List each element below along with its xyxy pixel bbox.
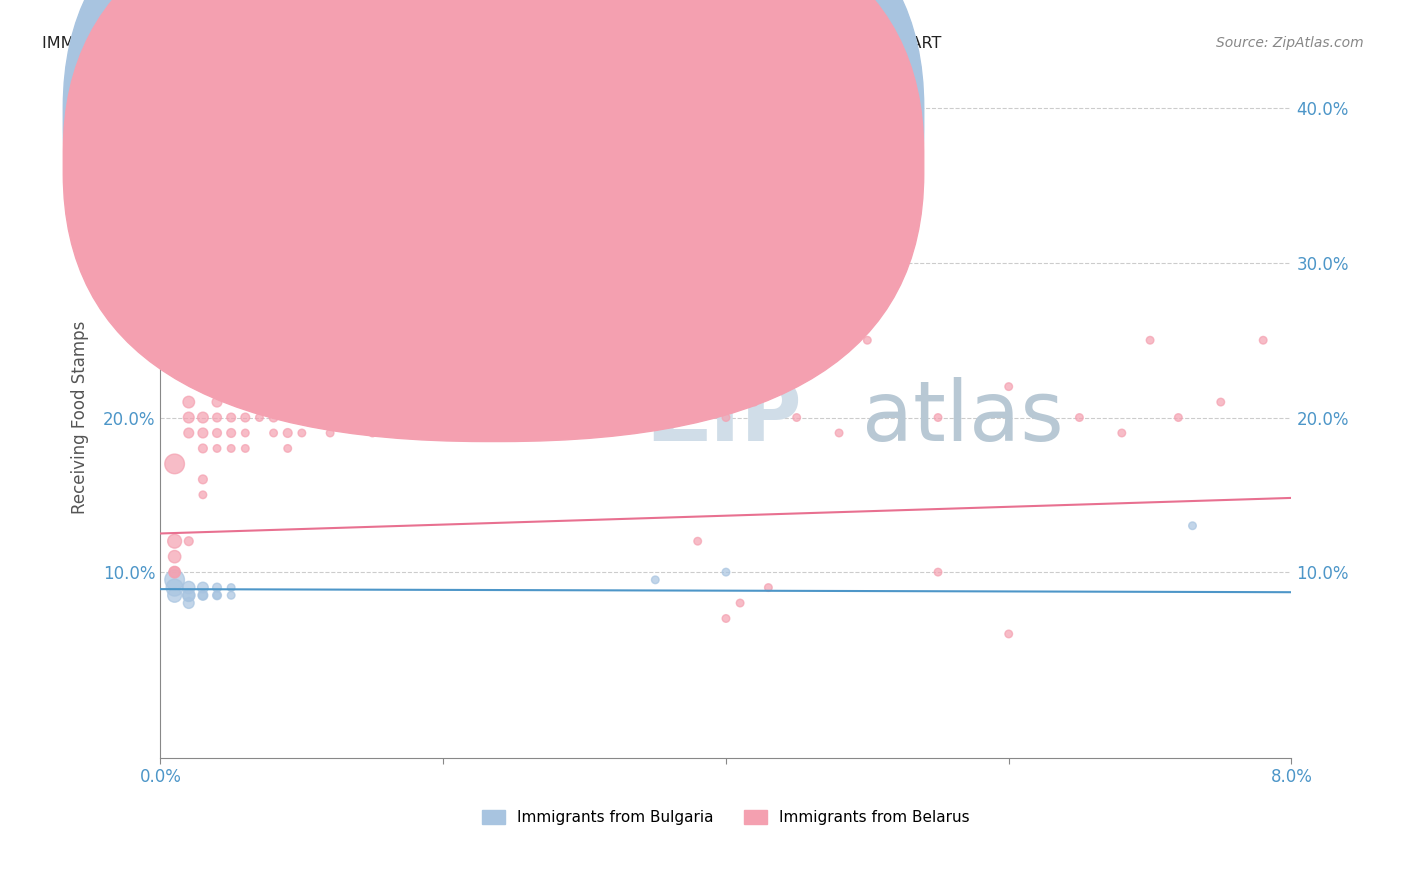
Point <box>1069 410 1091 425</box>
Point <box>1167 410 1189 425</box>
Point <box>1139 333 1161 347</box>
Text: Source: ZipAtlas.com: Source: ZipAtlas.com <box>1216 36 1364 50</box>
Point <box>163 565 186 579</box>
Point <box>828 425 851 440</box>
Point <box>219 425 242 440</box>
Point <box>233 442 256 456</box>
Point <box>233 410 256 425</box>
Point <box>503 395 526 409</box>
Point <box>219 581 242 595</box>
Point <box>319 425 342 440</box>
Point <box>177 588 200 602</box>
Point <box>219 442 242 456</box>
Point <box>219 410 242 425</box>
Point <box>177 534 200 549</box>
Point <box>163 534 186 549</box>
Point <box>191 425 214 440</box>
Text: N =: N = <box>633 153 676 168</box>
Point <box>361 425 384 440</box>
Point <box>347 410 370 425</box>
Point <box>997 627 1019 641</box>
Point <box>856 333 879 347</box>
Point <box>205 395 228 409</box>
Point <box>714 410 737 425</box>
Point <box>714 565 737 579</box>
Text: atlas: atlas <box>862 377 1063 458</box>
Point <box>728 596 751 610</box>
Point <box>404 410 426 425</box>
Point <box>686 349 709 363</box>
Point <box>742 395 765 409</box>
Point <box>205 442 228 456</box>
Legend: Immigrants from Bulgaria, Immigrants from Belarus: Immigrants from Bulgaria, Immigrants fro… <box>475 805 976 831</box>
Point <box>177 410 200 425</box>
Point <box>305 410 328 425</box>
Point <box>163 588 186 602</box>
Point <box>249 395 271 409</box>
Point <box>163 457 186 471</box>
Point <box>927 565 949 579</box>
Point <box>644 573 666 587</box>
Point <box>191 588 214 602</box>
Point <box>263 410 285 425</box>
Y-axis label: Receiving Food Stamps: Receiving Food Stamps <box>72 321 89 514</box>
Point <box>460 425 482 440</box>
Point <box>249 410 271 425</box>
Text: -0.014: -0.014 <box>562 109 617 123</box>
Point <box>432 410 454 425</box>
Point <box>205 410 228 425</box>
Point <box>205 581 228 595</box>
Point <box>177 395 200 409</box>
Point <box>333 395 356 409</box>
Point <box>574 425 596 440</box>
Point <box>177 425 200 440</box>
Point <box>191 581 214 595</box>
Point <box>191 442 214 456</box>
Point <box>997 379 1019 393</box>
Point <box>375 410 398 425</box>
Point <box>714 611 737 625</box>
Point <box>277 442 299 456</box>
Text: N =: N = <box>633 109 676 123</box>
Text: R =: R = <box>506 153 540 168</box>
Text: R =: R = <box>506 109 540 123</box>
Point <box>191 410 214 425</box>
Point <box>263 425 285 440</box>
Point <box>177 596 200 610</box>
Point <box>927 410 949 425</box>
Point <box>1251 333 1274 347</box>
Text: 67: 67 <box>696 153 717 168</box>
Point <box>191 488 214 502</box>
Point <box>291 395 314 409</box>
Point <box>686 534 709 549</box>
Point <box>277 425 299 440</box>
Point <box>1209 395 1232 409</box>
Point <box>177 581 200 595</box>
Text: 0.086: 0.086 <box>562 153 610 168</box>
Point <box>205 588 228 602</box>
Text: IMMIGRANTS FROM BULGARIA VS IMMIGRANTS FROM BELARUS RECEIVING FOOD STAMPS CORREL: IMMIGRANTS FROM BULGARIA VS IMMIGRANTS F… <box>42 36 942 51</box>
Point <box>1181 518 1204 533</box>
Point <box>205 425 228 440</box>
Point <box>163 549 186 564</box>
Point <box>291 425 314 440</box>
Point <box>177 271 200 285</box>
Point <box>786 410 808 425</box>
Point <box>163 573 186 587</box>
Point <box>602 395 624 409</box>
Point <box>1111 425 1133 440</box>
Point <box>205 588 228 602</box>
Text: ZIP: ZIP <box>650 377 803 458</box>
Point <box>233 425 256 440</box>
Text: 18: 18 <box>696 109 717 123</box>
Point <box>163 581 186 595</box>
Point <box>644 410 666 425</box>
Point <box>191 472 214 486</box>
Point <box>163 565 186 579</box>
Point <box>177 588 200 602</box>
Point <box>531 410 554 425</box>
Point <box>191 588 214 602</box>
Point <box>758 581 780 595</box>
Point <box>219 588 242 602</box>
